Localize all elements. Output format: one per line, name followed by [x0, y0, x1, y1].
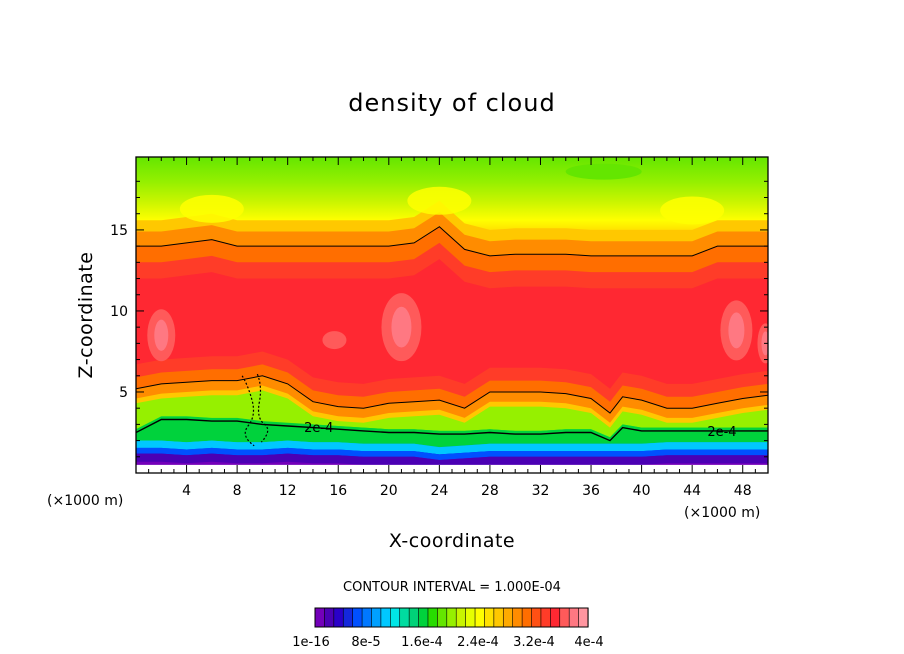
colorbar-frame: [314, 607, 589, 628]
colorbar-swatch: [559, 607, 570, 628]
x-axis-title: X-coordinate: [389, 530, 515, 552]
colorbar-label: 1.6e-4: [401, 635, 443, 650]
y-tick-label: 15: [110, 223, 128, 239]
colorbar-swatch: [465, 607, 476, 628]
contour-band-lime: [136, 390, 768, 438]
pink-core-inner: [154, 319, 169, 351]
pink-core: [322, 331, 347, 350]
colorbar-swatch: [474, 607, 486, 628]
colorbar-swatch: [408, 607, 420, 628]
contour-turbulent-line: [241, 375, 255, 447]
chart-title: density of cloud: [348, 89, 555, 117]
colorbar-swatch: [314, 607, 326, 628]
pink-core-inner: [391, 306, 412, 348]
y-axis-title: Z-coordinate: [75, 252, 97, 379]
contour-band-indigo: [136, 453, 768, 469]
contour-band-deep-red: [136, 259, 768, 389]
x-tick-label: 20: [380, 483, 398, 499]
colorbar-swatch: [578, 607, 589, 628]
colorbar-swatch: [484, 607, 495, 628]
colorbar-swatch: [455, 607, 467, 628]
colorbar-swatch: [437, 607, 448, 628]
colorbar-label: 4e-4: [574, 635, 603, 650]
x-tick-label: 8: [233, 483, 242, 499]
colorbar-swatch: [521, 607, 533, 628]
x-unit-label-left: (×1000 m): [47, 493, 123, 509]
x-tick-label: 32: [532, 483, 550, 499]
colorbar-swatch: [342, 607, 354, 628]
y-tick-label: 5: [119, 385, 128, 401]
colorbar-labels: 1e-16 8e-5 1.6e-4 2.4e-4 3.2e-4 4e-4: [292, 635, 603, 650]
x-tick-label: 48: [734, 483, 752, 499]
contour-turbulent-line: [256, 373, 269, 443]
x-tick-label: 44: [683, 483, 701, 499]
colorbar-swatch: [550, 607, 561, 628]
contour-line-middle: [136, 375, 768, 414]
plot-area: 2e-4 2e-4: [136, 157, 768, 473]
colorbar-swatch: [512, 607, 523, 628]
x-tick-label: 28: [481, 483, 499, 499]
x-unit-label-right: (×1000 m): [684, 505, 760, 521]
pink-core-inner: [728, 312, 745, 349]
contour-layers: 2e-4 2e-4: [136, 163, 768, 473]
x-tick-label: 4: [182, 483, 191, 499]
colorbar-label: 2.4e-4: [457, 635, 499, 650]
colorbar-swatch: [540, 607, 551, 628]
colorbar-swatch: [352, 607, 363, 628]
contour-band-blue: [136, 447, 768, 460]
x-tick-label: 16: [329, 483, 347, 499]
y-tick-label: 10: [110, 304, 128, 320]
contour-bump-yellow: [179, 194, 244, 223]
colorbar-swatch: [333, 607, 344, 628]
below-cloud-clear: [136, 464, 768, 473]
colorbar-swatch: [446, 607, 457, 628]
contour-line-upper: [136, 226, 768, 257]
x-tick-label: 12: [279, 483, 297, 499]
contour-label-left: 2e-4: [304, 421, 333, 436]
colorbar-swatch: [418, 607, 429, 628]
colorbar-swatch: [324, 607, 335, 628]
contour-band-green: [136, 416, 768, 448]
x-tick-label: 36: [582, 483, 600, 499]
colorbar-swatch: [371, 607, 382, 628]
contour-bump-yellow: [660, 196, 725, 225]
contour-bump-yellow: [407, 186, 472, 215]
colorbar-swatch: [502, 607, 514, 628]
colorbar-label: 3.2e-4: [513, 635, 555, 650]
colorbar-swatch: [380, 607, 391, 628]
contour-band-cyan: [136, 440, 768, 455]
colorbar-swatch: [531, 607, 542, 628]
colorbar-swatch: [427, 607, 438, 628]
x-tick-label: 40: [633, 483, 651, 499]
colorbar-swatch: [361, 607, 373, 628]
colorbar-swatch: [493, 607, 504, 628]
contour-interval-text: CONTOUR INTERVAL = 1.000E-04: [343, 580, 561, 595]
colorbar-label: 1e-16: [292, 635, 330, 650]
x-tick-label: 24: [430, 483, 448, 499]
colorbar-swatch: [390, 607, 401, 628]
colorbar-swatch: [399, 607, 410, 628]
contour-top-green-patch: [565, 163, 642, 180]
colorbar: [314, 607, 589, 628]
contour-line-lower: [136, 418, 768, 442]
colorbar-swatch: [568, 607, 580, 628]
contour-label-right: 2e-4: [707, 425, 736, 440]
colorbar-label: 8e-5: [351, 635, 380, 650]
